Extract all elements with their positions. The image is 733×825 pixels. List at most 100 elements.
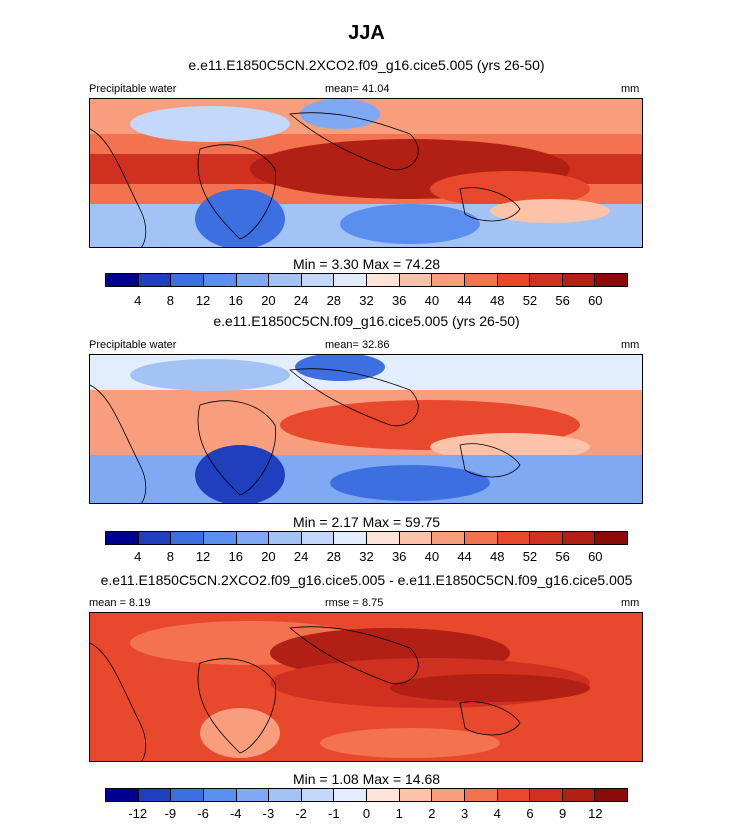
colorbar-cell [106,274,139,286]
panel-1-center-label: mean= 41.04 [325,83,390,95]
panel-3-colorbar [105,788,628,802]
colorbar-cell [562,532,596,544]
colorbar-cell [301,532,335,544]
colorbar-cell [432,532,465,544]
colorbar-tick-label: 20 [261,293,276,308]
figure-title: JJA [348,22,385,44]
colorbar-tick-label: 16 [228,549,243,564]
colorbar-cell [464,532,498,544]
colorbar-tick-label: -2 [295,806,307,821]
colorbar-tick-label: 56 [555,549,570,564]
panel-1-colorbar-ticks: 4 8 12 16 20 24 28 32 36 40 44 48 52 56 60 [105,293,628,309]
colorbar-cell [464,274,498,286]
panel-2-colorbar [105,531,628,545]
colorbar-cell [334,532,367,544]
colorbar-tick-label: 12 [588,806,603,821]
colorbar-tick-label: 4 [134,293,142,308]
colorbar-tick-label: 52 [522,293,538,308]
colorbar-cell [367,532,400,544]
colorbar-tick-label: 6 [526,806,534,821]
colorbar-cell [562,274,596,286]
panel-1-minmax: Min = 3.30 Max = 74.28 [292,256,441,272]
colorbar-tick-label: -1 [328,806,340,821]
panel-2-map [89,354,643,504]
colorbar-tick-label: 20 [261,549,276,564]
colorbar-cell [399,532,433,544]
colorbar-tick-label: 9 [559,806,567,821]
colorbar-tick-label: -6 [197,806,209,821]
colorbar-tick-label: 1 [395,806,403,821]
colorbar-cell [138,532,172,544]
colorbar-tick-label: 44 [457,293,472,308]
colorbar-tick-label: 16 [228,293,243,308]
colorbar-cell [301,789,335,801]
colorbar-cell [203,274,237,286]
colorbar-cell [138,274,172,286]
colorbar-cell [269,274,302,286]
colorbar-cell [497,532,531,544]
panel-1-title: e.e11.E1850C5CN.2XCO2.f09_g16.cice5.005 … [188,57,545,73]
panel-1-colorbar [105,273,628,287]
colorbar-tick-label: 12 [195,293,211,308]
colorbar-cell [334,274,367,286]
panel-3-map [89,612,643,762]
colorbar-cell [432,789,465,801]
panel-3-right-label: mm [621,597,640,609]
panel-3-minmax: Min = 1.08 Max = 14.68 [292,771,441,787]
colorbar-cell [399,789,433,801]
colorbar-cell [367,274,400,286]
colorbar-cell [171,789,204,801]
colorbar-cell [595,274,627,286]
colorbar-tick-label: 32 [359,293,374,308]
colorbar-tick-label: 28 [326,293,342,308]
colorbar-cell [269,789,302,801]
panel-2-left-label: Precipitable water [89,339,177,351]
panel-1-left-label: Precipitable water [89,83,177,95]
colorbar-tick-label: 24 [293,293,309,308]
colorbar-tick-label: 48 [490,549,505,564]
colorbar-tick-label: 60 [588,549,603,564]
panel-2-right-label: mm [621,339,640,351]
colorbar-tick-label: -12 [128,806,148,821]
colorbar-cell [236,274,270,286]
colorbar-tick-label: 8 [166,549,174,564]
colorbar-cell [530,789,563,801]
colorbar-tick-label: 48 [490,293,505,308]
colorbar-cell [106,532,139,544]
colorbar-tick-label: 4 [493,806,501,821]
colorbar-tick-label: 36 [391,549,407,564]
colorbar-tick-label: 40 [424,549,440,564]
colorbar-tick-label: -9 [164,806,177,821]
colorbar-cell [301,274,335,286]
colorbar-tick-label: 4 [134,549,142,564]
colorbar-cell [432,274,465,286]
colorbar-cell [530,532,563,544]
colorbar-tick-label: 8 [166,293,174,308]
colorbar-tick-label: 60 [588,293,603,308]
panel-3-left-label: mean = 8.19 [89,597,151,609]
colorbar-cell [562,789,596,801]
colorbar-tick-label: 52 [522,549,538,564]
colorbar-cell [530,274,563,286]
colorbar-cell [334,789,367,801]
colorbar-cell [171,274,204,286]
panel-2-colorbar-ticks: 4 8 12 16 20 24 28 32 36 40 44 48 52 56 60 [105,549,628,565]
colorbar-cell [269,532,302,544]
colorbar-cell [203,532,237,544]
colorbar-cell [497,274,531,286]
panel-2-minmax: Min = 2.17 Max = 59.75 [292,514,441,530]
colorbar-tick-label: 24 [293,549,309,564]
panel-1-map [89,98,643,248]
panel-3-colorbar-ticks: -12 -9 -6 -4 -3 -2 -1 0 1 2 3 4 6 9 12 [105,806,628,822]
panel-2-title: e.e11.E1850C5CN.f09_g16.cice5.005 (yrs 2… [213,313,520,329]
colorbar-tick-label: 2 [428,806,436,821]
colorbar-cell [236,789,270,801]
colorbar-cell [106,789,139,801]
colorbar-cell [464,789,498,801]
colorbar-cell [236,532,270,544]
colorbar-cell [138,789,172,801]
panel-2-center-label: mean= 32.86 [325,339,390,351]
colorbar-tick-label: -3 [262,806,275,821]
colorbar-tick-label: 28 [326,549,342,564]
colorbar-tick-label: 44 [457,549,472,564]
